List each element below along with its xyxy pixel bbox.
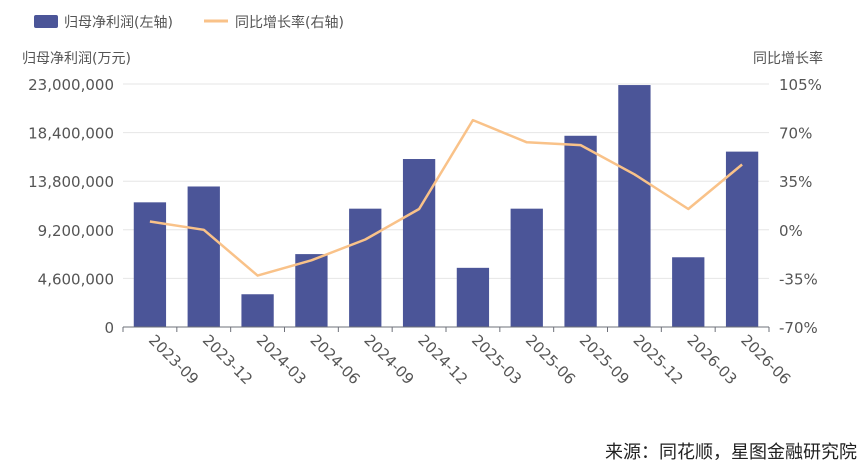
x-tick-label: 2024-12 (414, 331, 471, 388)
right-axis-ticks: -70% -35% 0% 35% 70% 105% (779, 76, 822, 337)
right-tick-label: 35% (779, 173, 812, 191)
left-tick-label: 13,800,000 (28, 173, 114, 191)
x-tick-label: 2024-06 (307, 331, 364, 388)
gridlines (123, 83, 769, 279)
right-tick-label: -70% (779, 319, 818, 337)
bar (241, 294, 274, 327)
left-axis-title: 归母净利润(万元) (22, 50, 131, 67)
x-tick-label: 2023-12 (199, 331, 256, 388)
x-tick-label: 2026-06 (737, 331, 794, 388)
legend: 归母净利润(左轴) 同比增长率(右轴) (34, 14, 344, 31)
source-note: 来源：同花顺，星图金融研究院 (605, 442, 857, 463)
bar (618, 85, 651, 327)
bar-series (133, 85, 759, 327)
x-axis: 2023-092023-122024-032024-062024-092024-… (122, 326, 794, 388)
right-tick-label: 0% (779, 222, 803, 240)
x-tick-label: 2024-09 (360, 331, 417, 388)
bar (564, 135, 597, 327)
bar (725, 151, 759, 327)
x-tick-label: 2025-06 (522, 331, 579, 388)
left-axis-ticks: 0 4,600,000 9,200,000 13,800,000 18,400,000 2… (28, 76, 114, 337)
bar (295, 254, 328, 327)
chart: 归母净利润(左轴) 同比增长率(右轴) 归母净利润(万元) 同比增长率 0 4,6… (22, 14, 823, 388)
right-tick-label: 105% (779, 76, 822, 94)
right-axis-title: 同比增长率 (753, 50, 823, 67)
line-series (149, 118, 743, 277)
left-tick-label: 23,000,000 (28, 76, 114, 94)
growth-rate-line (149, 118, 743, 277)
bar (187, 186, 220, 327)
x-tick-label: 2023-09 (145, 331, 202, 388)
bar (456, 267, 490, 327)
x-tick-label: 2025-09 (576, 331, 633, 388)
x-tick-label: 2025-03 (468, 331, 525, 388)
right-tick-label: -35% (779, 270, 818, 288)
x-tick-label: 2026-03 (683, 331, 740, 388)
bar (510, 208, 543, 327)
left-tick-label: 0 (104, 319, 114, 337)
legend-label-bars: 归母净利润(左轴) (64, 14, 173, 31)
bar (402, 159, 436, 327)
bar (133, 202, 167, 327)
left-tick-label: 18,400,000 (28, 125, 114, 143)
x-tick-label: 2025-12 (630, 331, 687, 388)
x-tick-label: 2024-03 (253, 331, 310, 388)
legend-bar-swatch (34, 15, 58, 28)
bar (672, 257, 705, 327)
left-tick-label: 9,200,000 (38, 222, 114, 240)
legend-label-line: 同比增长率(右轴) (235, 14, 344, 31)
bar (349, 208, 382, 327)
left-tick-label: 4,600,000 (38, 270, 114, 288)
right-tick-label: 70% (779, 125, 812, 143)
